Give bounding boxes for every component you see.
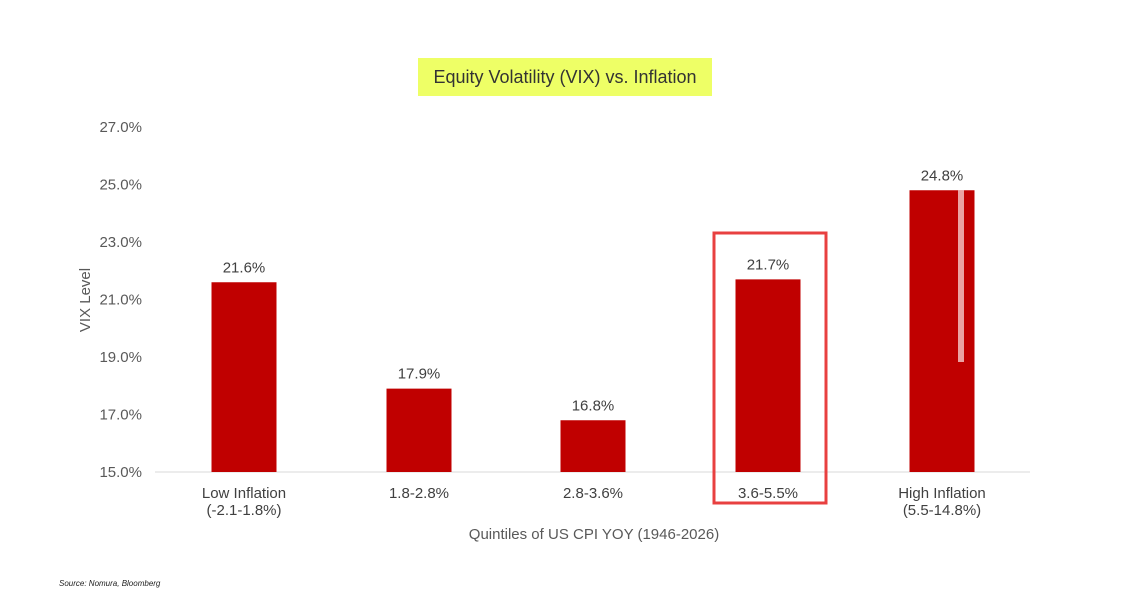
y-axis-title: VIX Level <box>77 268 94 332</box>
category-label: Low Inflation <box>202 485 286 502</box>
highlight-box <box>712 231 828 505</box>
category-label: 1.8-2.8% <box>389 485 449 502</box>
y-tick-label: 25.0% <box>99 177 142 194</box>
data-label: 24.8% <box>921 167 964 184</box>
bars <box>211 190 975 472</box>
bar <box>560 420 626 472</box>
y-tick-label: 19.0% <box>99 349 142 366</box>
bar <box>909 190 975 472</box>
category-label: High Inflation <box>898 485 986 502</box>
bar <box>386 388 452 472</box>
data-label: 21.6% <box>223 259 266 276</box>
data-label: 16.8% <box>572 397 615 414</box>
bar <box>735 279 801 472</box>
chart-title: Equity Volatility (VIX) vs. Inflation <box>433 67 696 87</box>
data-label: 21.7% <box>747 256 790 273</box>
category-label: (-2.1-1.8%) <box>206 502 281 519</box>
y-tick-label: 23.0% <box>99 234 142 251</box>
data-labels: 21.6% 17.9% 16.8% 21.7% 24.8% <box>223 167 964 414</box>
category-label: 3.6-5.5% <box>738 485 798 502</box>
category-labels: Low Inflation(-2.1-1.8%) 1.8-2.8% 2.8-3.6%… <box>202 485 986 519</box>
y-tick-label: 15.0% <box>99 464 142 481</box>
source-note: Source: Nomura, Bloomberg <box>59 579 161 588</box>
title-highlight <box>418 58 712 96</box>
bar-shine-decoration <box>958 190 964 362</box>
bar <box>211 282 277 472</box>
y-tick-label: 17.0% <box>99 407 142 424</box>
y-axis-ticks: 15.0% 17.0% 19.0% 21.0% 23.0% 25.0% 27.0% <box>99 119 142 481</box>
y-tick-label: 21.0% <box>99 292 142 309</box>
y-tick-label: 27.0% <box>99 119 142 136</box>
x-axis-title: Quintiles of US CPI YOY (1946-2026) <box>469 526 719 543</box>
category-label: 2.8-3.6% <box>563 485 623 502</box>
category-label: (5.5-14.8%) <box>903 502 981 519</box>
data-label: 17.9% <box>398 366 441 383</box>
